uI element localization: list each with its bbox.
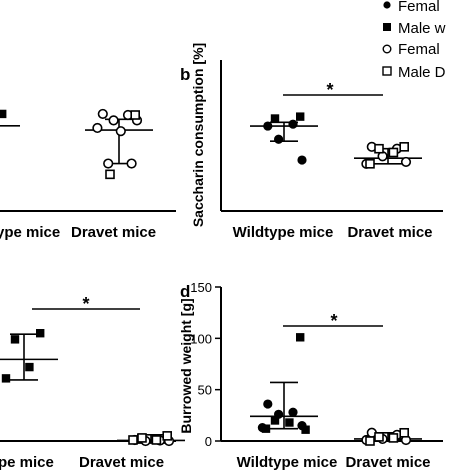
data-points [250,333,422,446]
y-ticks: 0 50 100 150 [190,280,221,449]
data-point-square-open [105,169,115,180]
legend-marker-square-open [382,66,392,76]
x-tick-label: ype mice [0,224,60,241]
significance-star: * [82,294,89,314]
significance-star: * [326,80,333,100]
panel-d: d 0 50 100 150 Burrowed weight [g] * Wildty… [178,280,443,471]
data-point-square-filled [270,114,280,123]
data-point-square-open [137,433,147,443]
legend-item: Male w [383,20,446,37]
data-point-square-filled [296,112,305,121]
data-point-circle-filled [288,119,298,129]
data-point-square-filled [25,362,34,372]
x-tick-label: Wildtype mice [237,454,338,471]
y-tick-label: 100 [190,331,212,346]
legend-marker-square-filled [383,23,391,31]
data-point-square-open [130,110,140,120]
data-point-square-open [128,435,138,445]
panel-b: b Saccharin consumption [%] * Wildtype m… [180,43,443,241]
x-tick-label: Wildtype mice [233,224,334,241]
x-tick-labels: Wildtype mice Dravet mice [237,454,431,471]
data-points [250,112,422,169]
data-point-square-open [399,427,410,438]
data-point-square-filled [0,109,7,119]
data-point-circle-filled [288,407,298,417]
data-point-square-filled [285,418,294,427]
data-point-circle-filled [263,121,273,131]
data-point-square-open [365,159,375,169]
data-point-square-filled [301,425,310,434]
data-point-circle-filled [274,409,284,419]
panel-c: * pe mice Dravet mice [0,294,185,471]
data-point-square-open [162,431,172,441]
data-point-square-open [374,143,384,154]
data-point-square-open [388,147,399,158]
data-point-square-filled [36,329,45,338]
data-point-square-open [399,142,410,152]
data-point-circle-filled [274,134,284,144]
data-point-circle-open [103,158,114,169]
data-points [0,329,185,447]
legend-marker-circle-open [382,44,392,54]
x-tick-label: Dravet mice [347,224,432,241]
data-point-square-open [374,432,384,442]
panel-label: b [180,65,190,84]
significance-annotation: * [283,80,383,100]
data-point-square-filled [270,416,280,425]
data-point-circle-filled [257,423,267,433]
legend-marker-circle-filled [383,1,391,9]
y-tick-label: 0 [205,434,212,449]
data-point-circle-filled [297,421,307,431]
legend-item: Male D [382,64,446,81]
x-tick-labels: ype mice Dravet mice [0,224,156,241]
y-tick-label: 150 [190,280,212,295]
data-point-circle-open [126,158,137,169]
x-tick-label: Dravet mice [71,224,156,241]
data-point-square-open [365,436,375,446]
legend-label: Femal [398,0,440,15]
x-tick-label: Dravet mice [79,454,164,471]
data-point-circle-open [108,115,119,126]
y-tick-label: 50 [198,383,212,398]
data-point-square-filled [10,335,20,344]
data-point-circle-open [92,122,103,134]
data-point-circle-filled [263,399,273,409]
significance-annotation: * [283,311,383,331]
legend-label: Male w [398,20,446,37]
y-axis-label: Burrowed weight [g] [178,298,194,433]
legend-item: Femal [382,41,440,58]
x-tick-label: Dravet mice [345,454,430,471]
x-tick-labels: Wildtype mice Dravet mice [233,224,433,241]
data-point-square-filled [1,374,11,383]
data-point-square-open [151,435,162,445]
panel-a: ype mice Dravet mice [0,108,176,241]
significance-star: * [330,311,337,331]
data-points [0,108,153,180]
legend-label: Male D [398,64,446,81]
x-tick-labels: pe mice Dravet mice [0,454,164,471]
panel-label: d [180,282,190,301]
legend: Femal Male w Femal Male D [382,0,446,81]
x-tick-label: pe mice [0,454,54,471]
legend-item: Femal [383,0,440,15]
data-point-circle-filled [297,155,307,165]
data-point-square-open [388,433,399,443]
data-point-square-filled [296,333,305,342]
legend-label: Femal [398,41,440,58]
significance-annotation: * [32,294,140,314]
data-point-circle-open [115,126,126,137]
data-point-circle-open [400,156,412,168]
y-axis-label: Saccharin consumption [%] [190,43,206,227]
data-point-circle-open [97,108,108,120]
